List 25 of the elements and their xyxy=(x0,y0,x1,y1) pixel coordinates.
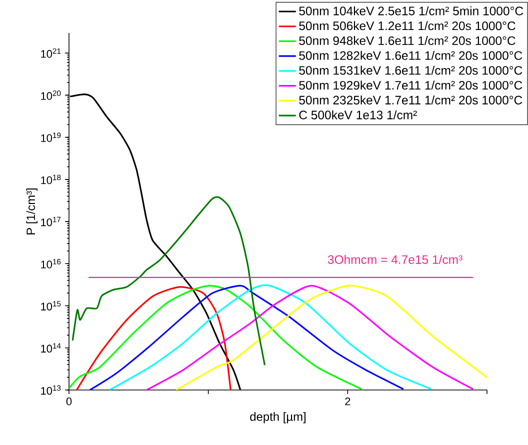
legend-label: 50nm 1531keV 1.6e11 1/cm² 20s 1000°C xyxy=(299,66,522,75)
x-tick-label: 0 xyxy=(66,398,72,406)
y-tick-label: 10$^{21}$ xyxy=(41,48,61,58)
legend-label: 50nm 2325keV 1.7e11 1/cm² 20s 1000°C xyxy=(299,95,522,104)
y-tick-label: 10$^{20}$ xyxy=(41,90,61,100)
y-tick-label: 10$^{18}$ xyxy=(41,174,61,184)
line-series xyxy=(76,286,232,390)
x-axis-title: depth [µm] xyxy=(250,412,306,424)
legend-label: 50nm 1929keV 1.7e11 1/cm² 20s 1000°C xyxy=(299,80,522,90)
legend-label: 50nm 506keV 1.2e11 1/cm² 20s 1000°C xyxy=(299,21,516,30)
y-tick-label: 10$^{16}$ xyxy=(41,258,61,268)
annotation: 3Ohmcm = 4.7e15 1/cm³ xyxy=(328,254,462,264)
line-series xyxy=(69,284,362,390)
legend-label: 50nm 948keV 1.6e11 1/cm² 20s 1000°C xyxy=(299,36,516,46)
y-tick-label: 10$^{13}$ xyxy=(41,385,61,395)
y-axis-title: P [1/cm³] xyxy=(26,188,38,234)
legend-label: 50nm 1282keV 1.6e11 1/cm² 20s 1000°C xyxy=(299,50,522,60)
y-tick-label: 10$^{15}$ xyxy=(41,301,61,310)
x-tick-label: 2 xyxy=(345,398,350,406)
y-tick-label: 10$^{14}$ xyxy=(41,343,61,353)
y-tick-label: 10$^{19}$ xyxy=(41,132,61,142)
y-tick-label: 10$^{17}$ xyxy=(41,216,61,226)
legend-label: C 500keV 1e13 1/cm² xyxy=(299,110,417,120)
line-series xyxy=(72,196,266,366)
legend-label: 50nm 104keV 2.5e15 1/cm² 5min 1000°C xyxy=(299,6,524,16)
